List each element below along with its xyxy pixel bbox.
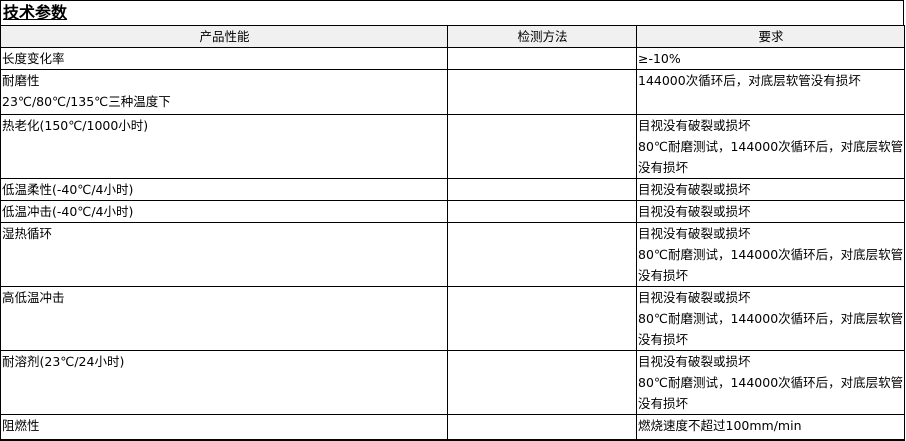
property-cell-line: 长度变化率 bbox=[2, 51, 65, 66]
property-cell-line: 热老化(150℃/1000小时) bbox=[2, 118, 149, 133]
requirement-cell-line: 燃烧速度不超过100mm/min bbox=[638, 418, 802, 433]
table-row: 高低温冲击 目视没有破裂或损坏 80℃耐磨测试，144000次循环后，对底层软管 没有… bbox=[0, 286, 905, 351]
requirement-cell-line: 没有损坏 bbox=[638, 396, 689, 411]
method-cell bbox=[447, 200, 637, 223]
requirement-cell-line: 没有损坏 bbox=[638, 332, 689, 347]
section-title: 技术参数 bbox=[0, 0, 904, 25]
property-cell: 耐溶剂(23℃/24小时) bbox=[0, 350, 448, 415]
property-cell: 低温冲击(-40℃/4小时) bbox=[0, 200, 448, 223]
table-row: 热老化(150℃/1000小时) 目视没有破裂或损坏 80℃耐磨测试，144000次… bbox=[0, 114, 905, 179]
property-cell: 耐磨性 23℃/80℃/135℃三种温度下 bbox=[0, 69, 448, 115]
header-method: 检测方法 bbox=[447, 25, 637, 48]
property-cell-line: 耐磨性 bbox=[2, 73, 40, 88]
property-cell-line: 23℃/80℃/135℃三种温度下 bbox=[2, 94, 171, 109]
requirement-cell: 目视没有破裂或损坏 80℃耐磨测试，144000次循环后，对底层软管 没有损坏 bbox=[636, 114, 905, 179]
property-cell-line: 高低温冲击 bbox=[2, 290, 65, 305]
requirement-cell-line: 目视没有破裂或损坏 bbox=[638, 182, 751, 197]
requirement-cell-line: 没有损坏 bbox=[638, 268, 689, 283]
requirement-cell: 目视没有破裂或损坏 bbox=[636, 178, 905, 201]
requirement-cell-line: 144000次循环后，对底层软管没有损坏 bbox=[638, 73, 861, 88]
method-cell bbox=[447, 286, 637, 351]
table-row: 长度变化率 ≥-10% bbox=[0, 47, 905, 70]
method-cell bbox=[447, 178, 637, 201]
property-cell-line: 耐溶剂(23℃/24小时) bbox=[2, 354, 125, 369]
requirement-cell-line: 80℃耐磨测试，144000次循环后，对底层软管 bbox=[638, 139, 904, 154]
header-row: 产品性能 检测方法 要求 bbox=[0, 25, 905, 48]
requirement-cell: ≥-10% bbox=[636, 47, 905, 70]
requirement-cell: 燃烧速度不超过100mm/min bbox=[636, 414, 905, 441]
requirement-cell-line: 没有损坏 bbox=[638, 160, 689, 175]
requirement-cell-line: 80℃耐磨测试，144000次循环后，对底层软管 bbox=[638, 375, 904, 390]
header-property: 产品性能 bbox=[0, 25, 448, 48]
requirement-cell-line: 80℃耐磨测试，144000次循环后，对底层软管 bbox=[638, 311, 904, 326]
table-row: 阻燃性 燃烧速度不超过100mm/min bbox=[0, 414, 905, 441]
requirement-cell: 目视没有破裂或损坏 80℃耐磨测试，144000次循环后，对底层软管 没有损坏 bbox=[636, 286, 905, 351]
property-cell: 热老化(150℃/1000小时) bbox=[0, 114, 448, 179]
spec-table: 产品性能 检测方法 要求 长度变化率 ≥-10% 耐磨性 23℃/80℃/135℃三种… bbox=[0, 25, 905, 441]
property-cell: 高低温冲击 bbox=[0, 286, 448, 351]
requirement-cell-line: 目视没有破裂或损坏 bbox=[638, 226, 751, 241]
method-cell bbox=[447, 350, 637, 415]
header-requirement: 要求 bbox=[636, 25, 905, 48]
requirement-cell: 目视没有破裂或损坏 bbox=[636, 200, 905, 223]
property-cell-line: 低温冲击(-40℃/4小时) bbox=[2, 204, 134, 219]
property-cell: 湿热循环 bbox=[0, 222, 448, 287]
table-row: 低温柔性(-40℃/4小时) 目视没有破裂或损坏 bbox=[0, 178, 905, 201]
requirement-cell-line: ≥-10% bbox=[638, 51, 681, 66]
table-row: 湿热循环 目视没有破裂或损坏 80℃耐磨测试，144000次循环后，对底层软管 没有损… bbox=[0, 222, 905, 287]
requirement-cell: 目视没有破裂或损坏 80℃耐磨测试，144000次循环后，对底层软管 没有损坏 bbox=[636, 350, 905, 415]
method-cell bbox=[447, 69, 637, 115]
property-cell: 阻燃性 bbox=[0, 414, 448, 441]
method-cell bbox=[447, 222, 637, 287]
method-cell bbox=[447, 47, 637, 70]
property-cell-line: 阻燃性 bbox=[2, 418, 40, 433]
requirement-cell-line: 80℃耐磨测试，144000次循环后，对底层软管 bbox=[638, 247, 904, 262]
method-cell bbox=[447, 114, 637, 179]
table-row: 低温冲击(-40℃/4小时) 目视没有破裂或损坏 bbox=[0, 200, 905, 223]
requirement-cell: 144000次循环后，对底层软管没有损坏 bbox=[636, 69, 905, 115]
requirement-cell-line: 目视没有破裂或损坏 bbox=[638, 204, 751, 219]
property-cell-line: 低温柔性(-40℃/4小时) bbox=[2, 182, 134, 197]
property-cell: 低温柔性(-40℃/4小时) bbox=[0, 178, 448, 201]
table-row: 耐磨性 23℃/80℃/135℃三种温度下 144000次循环后，对底层软管没有损坏 bbox=[0, 69, 905, 115]
requirement-cell-line: 目视没有破裂或损坏 bbox=[638, 290, 751, 305]
property-cell: 长度变化率 bbox=[0, 47, 448, 70]
table-row: 耐溶剂(23℃/24小时) 目视没有破裂或损坏 80℃耐磨测试，144000次循环后… bbox=[0, 350, 905, 415]
method-cell bbox=[447, 414, 637, 441]
requirement-cell-line: 目视没有破裂或损坏 bbox=[638, 354, 751, 369]
property-cell-line: 湿热循环 bbox=[2, 226, 53, 241]
requirement-cell-line: 目视没有破裂或损坏 bbox=[638, 118, 751, 133]
requirement-cell: 目视没有破裂或损坏 80℃耐磨测试，144000次循环后，对底层软管 没有损坏 bbox=[636, 222, 905, 287]
